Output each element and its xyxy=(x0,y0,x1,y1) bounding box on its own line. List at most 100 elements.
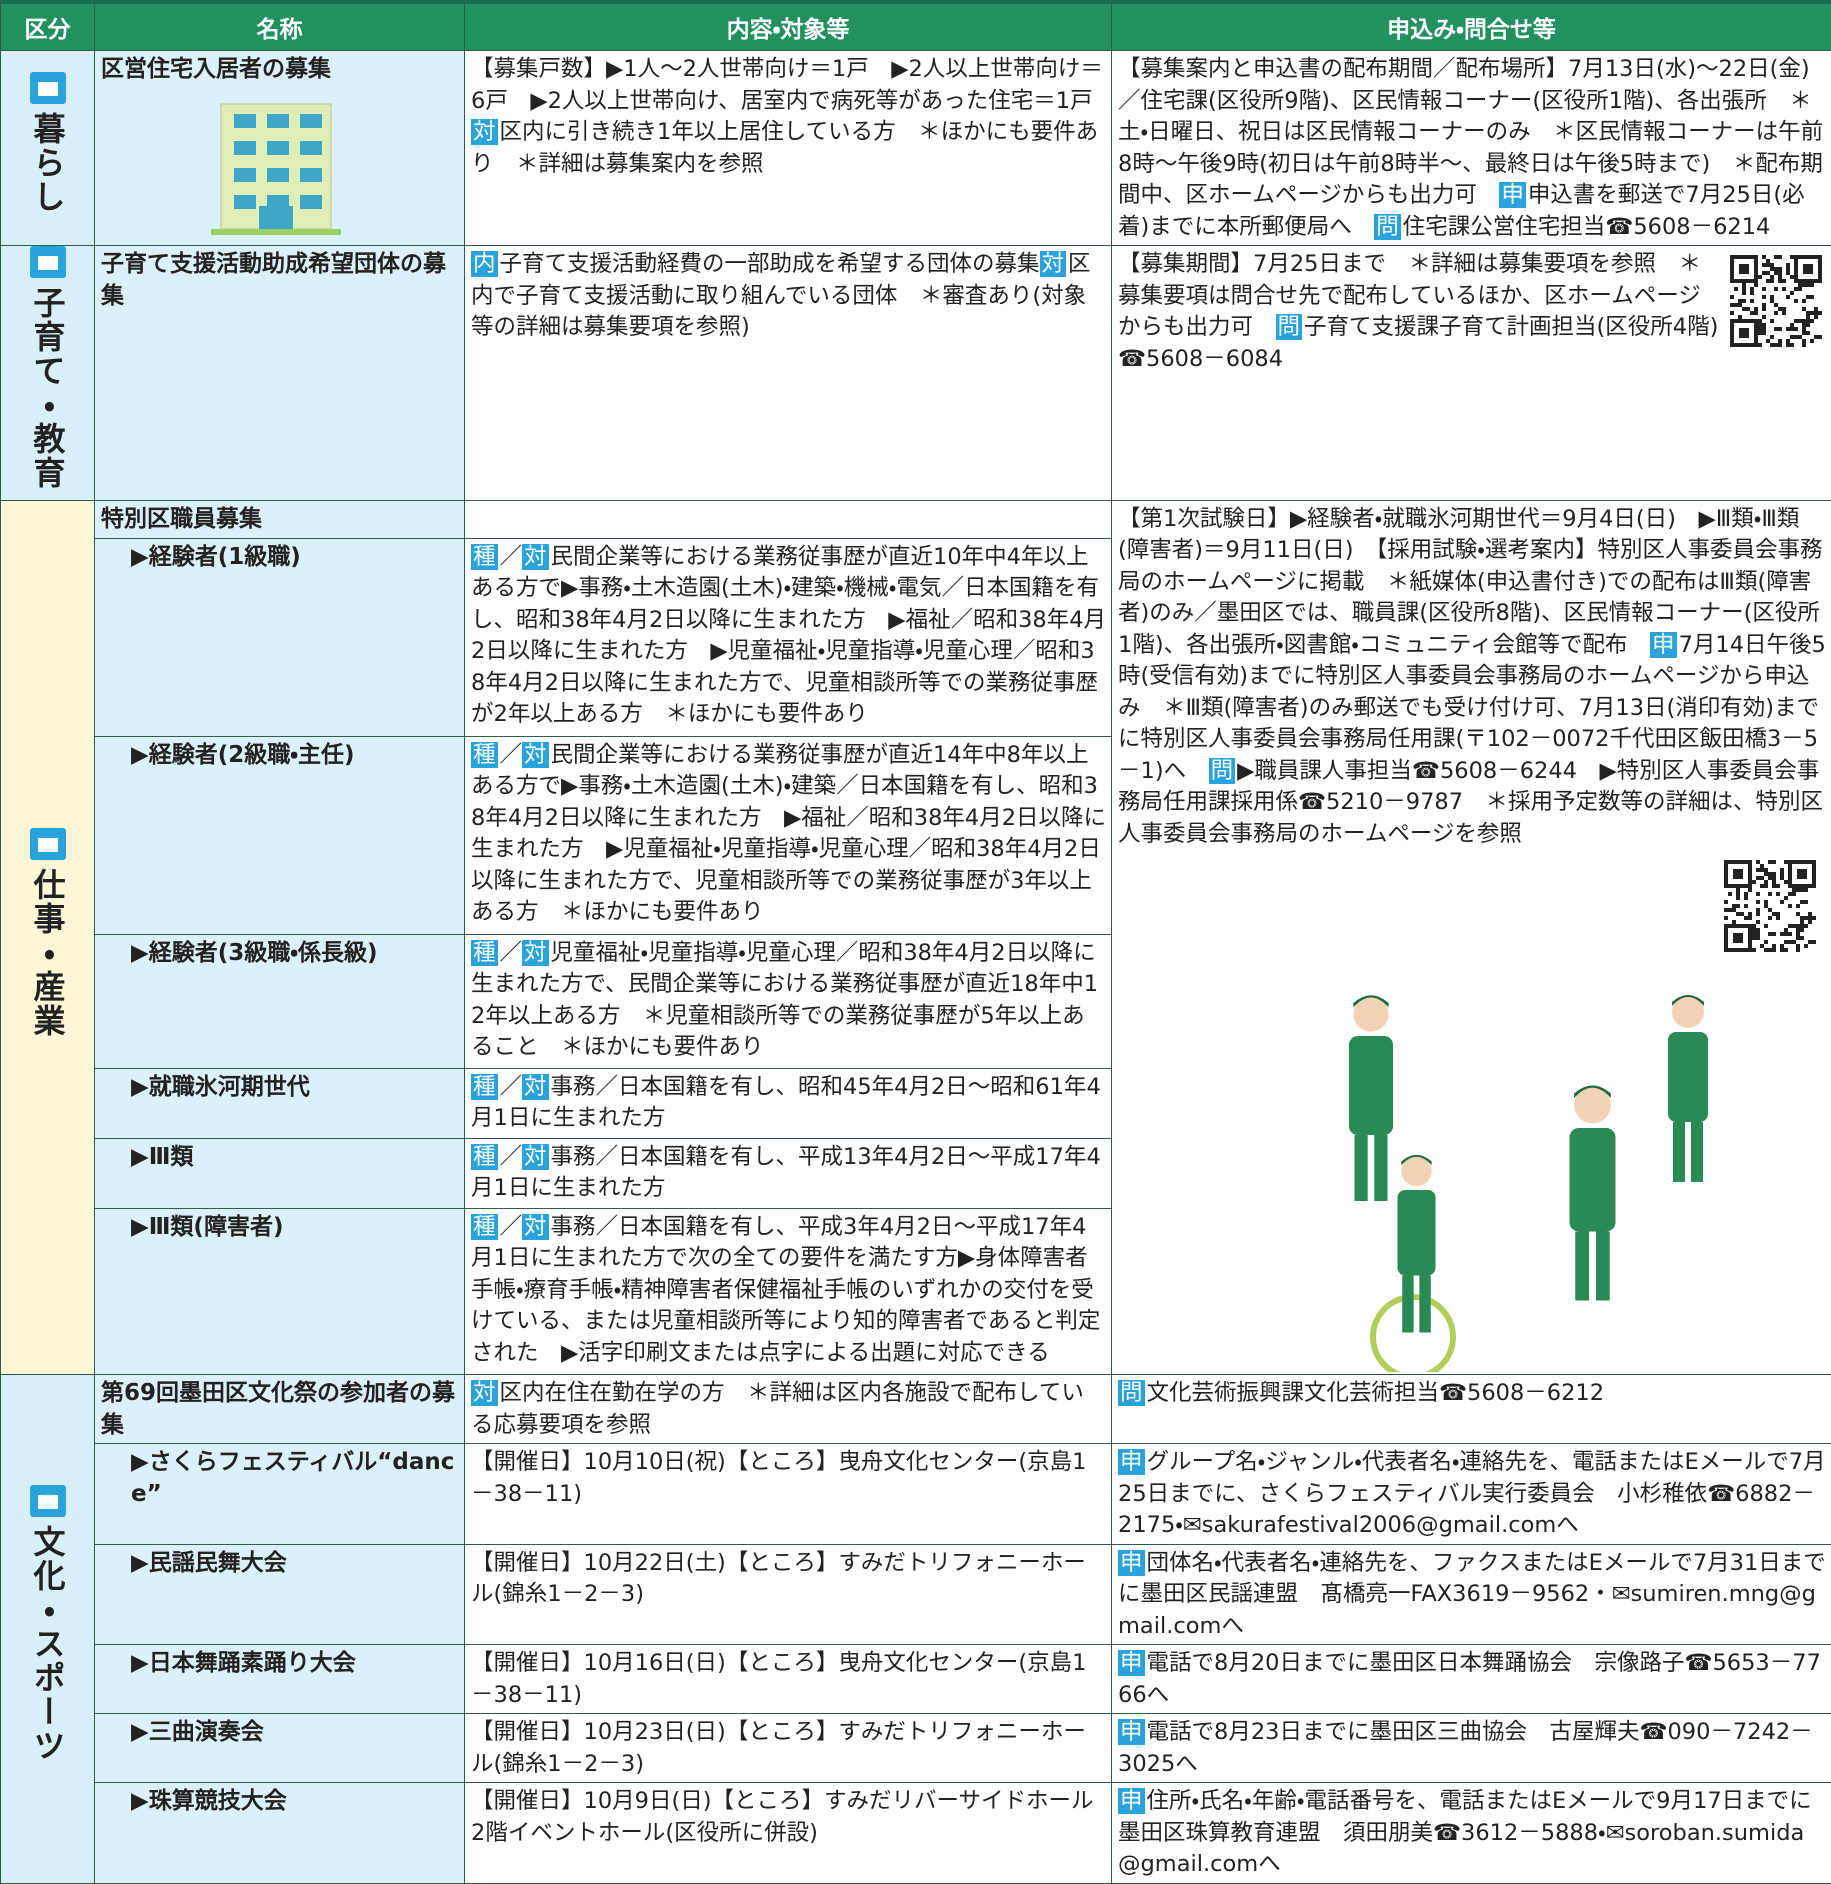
category-label: 子育て・教育 xyxy=(30,286,66,490)
tag-label: 対 xyxy=(522,742,549,768)
table-row: ▶さくらフェスティバル“dance” 【開催日】10月10日(祝)【ところ】曳舟文… xyxy=(1,1444,1831,1545)
item-name: ▶民謡民舞大会 xyxy=(95,1544,465,1645)
item-content: 【開催日】10月16日(日)【ところ】曳舟文化センター(京島1－38－11) xyxy=(465,1645,1112,1714)
category-icon xyxy=(30,828,66,860)
category-label: 仕事・産業 xyxy=(30,868,66,1038)
category-cell: 暮らし xyxy=(1,51,95,246)
tag-label: 問 xyxy=(1209,758,1236,784)
tag-label: 申 xyxy=(1118,1650,1145,1676)
item-name: 区営住宅入居者の募集 xyxy=(95,51,465,246)
item-name: ▶日本舞踊素踊り大会 xyxy=(95,1645,465,1714)
category-icon xyxy=(30,246,66,278)
tag-label: 対 xyxy=(471,1380,498,1406)
tag-label: 申 xyxy=(1650,632,1677,658)
header-cell: 区分 xyxy=(1,2,95,51)
tag-label: 種 xyxy=(471,544,498,570)
item-name-text: ▶日本舞踊素踊り大会 xyxy=(131,1650,356,1676)
item-name-text: 子育て支援活動助成希望団体の募集 xyxy=(101,251,446,309)
text: 住宅課公営住宅担当☎5608－6214 xyxy=(1403,214,1771,240)
item-name-text: ▶珠算競技大会 xyxy=(131,1788,287,1814)
building-illustration xyxy=(201,94,351,239)
category-icon xyxy=(30,1485,66,1517)
text: 住所・氏名・年齢・電話番号を、電話またはEメールで9月17日までに墨田区珠算教育… xyxy=(1118,1788,1812,1877)
tag-label: 種 xyxy=(471,1214,498,1240)
item-content xyxy=(465,500,1112,538)
item-name-text: ▶民謡民舞大会 xyxy=(131,1550,287,1576)
item-content: 【開催日】10月10日(祝)【ところ】曳舟文化センター(京島1－38－11) xyxy=(465,1444,1112,1545)
item-contact: 申団体名・代表者名・連絡先を、ファクスまたはEメールで7月31日までに墨田区民謡… xyxy=(1112,1544,1831,1645)
item-name: 第69回墨田区文化祭の参加者の募集 xyxy=(95,1375,465,1444)
table-row: 子育て・教育子育て支援活動助成希望団体の募集内子育て支援活動経費の一部助成を希望… xyxy=(1,246,1831,501)
text: 事務／日本国籍を有し、平成13年4月2日～平成17年4月1日に生まれた方 xyxy=(471,1144,1101,1202)
qr-code xyxy=(1724,860,1816,952)
header-row: 区分 名称 内容・対象等 申込み・問合せ等 xyxy=(1,2,1831,51)
header-cell: 名称 xyxy=(95,2,465,51)
item-name-text: ▶経験者(1級職) xyxy=(131,544,301,570)
table-row: 暮らし区営住宅入居者の募集【募集戸数】▶1人～2人世帯向け＝1戸 ▶2人以上世帯… xyxy=(1,51,1831,246)
header-cell: 内容・対象等 xyxy=(465,2,1112,51)
item-content: 種／対民間企業等における業務従事歴が直近10年中4年以上ある方で▶事務・土木造園… xyxy=(465,538,1112,736)
item-name: ▶経験者(2級職・主任) xyxy=(95,736,465,934)
table-row: ▶民謡民舞大会 【開催日】10月22日(土)【ところ】すみだトリフォニーホール(錦… xyxy=(1,1544,1831,1645)
qr-code xyxy=(1730,255,1822,347)
item-name-text: ▶就職氷河期世代 xyxy=(131,1074,310,1100)
item-name-text: ▶経験者(3級職・係長級) xyxy=(131,940,378,966)
item-name: 子育て支援活動助成希望団体の募集 xyxy=(95,246,465,501)
text: 事務／日本国籍を有し、昭和45年4月2日～昭和61年4月1日に生まれた方 xyxy=(471,1074,1101,1132)
table-row: ▶日本舞踊素踊り大会 【開催日】10月16日(日)【ところ】曳舟文化センター(京島… xyxy=(1,1645,1831,1714)
category-cell: 子育て・教育 xyxy=(1,246,95,501)
text: 民間企業等における業務従事歴が直近10年中4年以上ある方で▶事務・土木造園(土木… xyxy=(471,544,1106,728)
text: 区内在住在勤在学の方 ＊詳細は区内各施設で配布している応募要項を参照 xyxy=(471,1380,1084,1438)
item-content: 内子育て支援活動経費の一部助成を希望する団体の募集対区内で子育て支援活動に取り組… xyxy=(465,246,1112,501)
item-contact: 【募集案内と申込書の配布期間／配布場所】7月13日(水)～22日(金)／住宅課(… xyxy=(1112,51,1831,246)
category-cell: 仕事・産業 xyxy=(1,500,95,1375)
item-name-text: ▶さくらフェスティバル“dance” xyxy=(131,1449,454,1507)
tag-label: 申 xyxy=(1118,1449,1145,1475)
category-icon xyxy=(30,72,66,104)
item-name-text: 第69回墨田区文化祭の参加者の募集 xyxy=(101,1380,455,1438)
item-name-text: ▶Ⅲ類 xyxy=(131,1144,193,1170)
text: 【募集戸数】▶1人～2人世帯向け＝1戸 ▶2人以上世帯向け＝6戸 ▶2人以上世帯… xyxy=(471,56,1115,114)
text: 電話で8月20日までに墨田区日本舞踊協会 宗像路子☎5653－7766へ xyxy=(1118,1650,1821,1708)
tag-label: 申 xyxy=(1118,1550,1145,1576)
category-label: 文化・スポーツ xyxy=(30,1525,66,1763)
item-content: 種／対児童福祉・児童指導・児童心理／昭和38年4月2日以降に生まれた方で、民間企… xyxy=(465,934,1112,1068)
item-name: 特別区職員募集 xyxy=(95,500,465,538)
text: 子育て支援活動経費の一部助成を希望する団体の募集 xyxy=(500,251,1040,277)
text: グループ名・ジャンル・代表者名・連絡先を、電話またはEメールで7月25日までに、… xyxy=(1118,1449,1826,1538)
item-name: ▶就職氷河期世代 xyxy=(95,1068,465,1138)
header-cell: 申込み・問合せ等 xyxy=(1112,2,1831,51)
category-label: 暮らし xyxy=(30,112,66,214)
text: 【開催日】10月23日(日)【ところ】すみだトリフォニーホール(錦糸1－2－3) xyxy=(471,1719,1086,1777)
tag-label: 対 xyxy=(522,544,549,570)
tag-label: 種 xyxy=(471,742,498,768)
item-name: ▶さくらフェスティバル“dance” xyxy=(95,1444,465,1545)
item-content: 【開催日】10月9日(日)【ところ】すみだリバーサイドホール2階イベントホール(… xyxy=(465,1783,1112,1884)
item-name: ▶経験者(1級職) xyxy=(95,538,465,736)
item-contact: 申電話で8月23日までに墨田区三曲協会 古屋輝夫☎090－7242－3025へ xyxy=(1112,1714,1831,1783)
item-name: ▶経験者(3級職・係長級) xyxy=(95,934,465,1068)
item-content: 種／対民間企業等における業務従事歴が直近14年中8年以上ある方で▶事務・土木造園… xyxy=(465,736,1112,934)
table-header: 区分 名称 内容・対象等 申込み・問合せ等 xyxy=(1,2,1831,51)
text: 文化芸術振興課文化芸術担当☎5608－6212 xyxy=(1147,1380,1605,1406)
tag-label: 申 xyxy=(1118,1719,1145,1745)
tag-label: 種 xyxy=(471,1144,498,1170)
text: 【開催日】10月9日(日)【ところ】すみだリバーサイドホール2階イベントホール(… xyxy=(471,1788,1094,1846)
item-contact: 申グループ名・ジャンル・代表者名・連絡先を、電話またはEメールで7月25日までに… xyxy=(1112,1444,1831,1545)
item-contact: 問文化芸術振興課文化芸術担当☎5608－6212 xyxy=(1112,1375,1831,1444)
item-name-text: ▶Ⅲ類(障害者) xyxy=(131,1214,283,1240)
item-content: 種／対事務／日本国籍を有し、平成13年4月2日～平成17年4月1日に生まれた方 xyxy=(465,1138,1112,1208)
item-content: 種／対事務／日本国籍を有し、昭和45年4月2日～昭和61年4月1日に生まれた方 xyxy=(465,1068,1112,1138)
text: 【開催日】10月10日(祝)【ところ】曳舟文化センター(京島1－38－11) xyxy=(471,1449,1086,1507)
item-content: 種／対事務／日本国籍を有し、平成3年4月2日～平成17年4月1日に生まれた方で次… xyxy=(465,1208,1112,1374)
tag-label: 対 xyxy=(522,1144,549,1170)
text: 【開催日】10月16日(日)【ところ】曳舟文化センター(京島1－38－11) xyxy=(471,1650,1086,1708)
tag-label: 問 xyxy=(1276,314,1303,340)
tag-label: 対 xyxy=(522,940,549,966)
table-row: 仕事・産業特別区職員募集【第1次試験日】▶経験者・就職氷河期世代＝9月4日(日)… xyxy=(1,500,1831,538)
item-content: 【開催日】10月22日(土)【ところ】すみだトリフォニーホール(錦糸1－2－3) xyxy=(465,1544,1112,1645)
text: 区内に引き続き1年以上居住している方 ＊ほかにも要件あり ＊詳細は募集案内を参照 xyxy=(471,119,1098,177)
staff-illustration xyxy=(1218,972,1778,1372)
item-content: 【募集戸数】▶1人～2人世帯向け＝1戸 ▶2人以上世帯向け＝6戸 ▶2人以上世帯… xyxy=(465,51,1112,246)
